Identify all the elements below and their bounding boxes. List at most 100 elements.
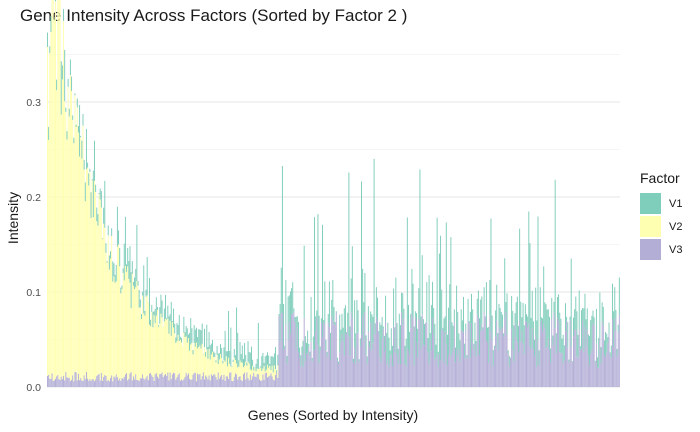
bar-segment-v1 [369,341,370,348]
bar-segment-v1 [362,268,364,316]
bar-segment-v1 [433,308,435,335]
bar-segment-v3 [484,316,486,387]
bar-segment-v1 [192,350,194,355]
bar-segment-v3 [301,353,303,387]
bar-segment-v3 [127,380,129,387]
bar-segment-v1 [137,280,139,286]
bar-segment-v1 [183,316,185,333]
bar-segment-v1 [382,326,384,329]
bar-segment-v3 [242,374,244,387]
bar-segment-v3 [450,356,452,387]
bar-segment-v2 [261,371,263,381]
bar-segment-v1 [414,311,416,318]
bar-segment-v3 [228,379,230,387]
bar-segment-v3 [523,354,525,387]
bar-segment-v1 [593,317,595,326]
bar-segment-v3 [77,373,79,387]
bar-segment-v1 [179,336,181,340]
bar-segment-v3 [273,380,275,387]
bar-segment-v3 [532,349,534,387]
bar-segment-v3 [395,322,397,387]
bar-segment-v3 [367,331,369,387]
bar-segment-v2 [202,354,204,373]
bar-segment-v2 [140,318,142,379]
bar-segment-v2 [108,269,110,382]
bar-segment-v2 [67,86,69,378]
bar-segment-v3 [459,361,461,387]
bar-segment-v1 [519,228,521,321]
bar-segment-v1 [427,338,429,353]
bar-segment-v1 [72,115,74,120]
bar-segment-v3 [453,322,455,387]
bar-segment-v3 [153,380,155,387]
bar-segment-v2 [170,336,172,379]
bar-segment-v3 [577,357,579,387]
bar-segment-v3 [410,328,412,387]
bar-segment-v2 [124,265,126,375]
bar-segment-v3 [90,381,92,387]
bar-segment-v1 [518,325,519,353]
bar-segment-v2 [103,223,105,377]
bar-segment-v3 [342,340,344,387]
bar-segment-v3 [499,331,501,387]
bar-segment-v2 [244,365,246,373]
bar-segment-v3 [354,347,356,387]
bar-segment-v3 [413,365,415,387]
bar-segment-v3 [531,328,533,387]
bar-segment-v1 [560,318,562,353]
bar-segment-v1 [197,337,199,349]
bar-segment-v3 [81,380,83,387]
bar-segment-v1 [93,140,95,181]
bar-segment-v3 [97,374,99,387]
bar-segment-v1 [239,341,241,361]
bar-segment-v2 [193,342,195,373]
bar-segment-v3 [291,314,293,387]
bar-segment-v1 [159,307,161,324]
bar-segment-v1 [309,351,311,357]
bar-segment-v3 [405,366,407,387]
bar-segment-v3 [352,362,354,387]
bar-segment-v3 [503,336,505,387]
bar-segment-v1 [563,345,565,361]
bar-segment-v3 [397,363,399,387]
bar-segment-v3 [189,378,191,387]
legend-item-v3: V3 [640,238,682,261]
bar-segment-v2 [82,125,84,382]
bar-segment-v1 [402,293,404,325]
bar-segment-v3 [134,379,136,387]
bar-segment-v1 [521,317,523,331]
bar-segment-v3 [115,374,117,387]
bar-segment-v2 [163,321,165,376]
bar-segment-v1 [359,338,361,347]
bar-segment-v2 [200,348,202,380]
bar-segment-v2 [87,167,89,379]
bar-segment-v3 [456,348,458,387]
bar-segment-v2 [63,20,65,376]
bar-segment-v1 [424,324,425,346]
bar-segment-v1 [190,318,192,345]
bar-segment-v3 [260,380,262,387]
bar-segment-v1 [55,0,56,2]
bar-segment-v1 [95,184,97,192]
bar-segment-v3 [522,343,524,387]
bar-segment-v2 [167,318,169,373]
bar-segment-v3 [498,327,500,387]
bar-segment-v1 [567,322,569,348]
bar-segment-v2 [49,53,51,379]
bar-segment-v3 [264,373,266,387]
bar-segment-v3 [142,374,144,387]
bar-segment-v3 [225,376,227,387]
bar-segment-v1 [284,345,286,347]
bar-segment-v2 [113,276,115,377]
bar-segment-v3 [568,361,570,387]
bar-segment-v3 [135,374,137,387]
bar-segment-v1 [69,59,71,76]
bar-segment-v1 [130,272,132,309]
bar-segment-v1 [461,320,463,332]
bar-segment-v3 [370,323,372,387]
bar-segment-v1 [213,351,215,357]
bar-segment-v3 [151,375,153,387]
bar-segment-v1 [515,302,517,338]
bar-segment-v2 [183,332,185,380]
bar-segment-v3 [378,332,380,387]
